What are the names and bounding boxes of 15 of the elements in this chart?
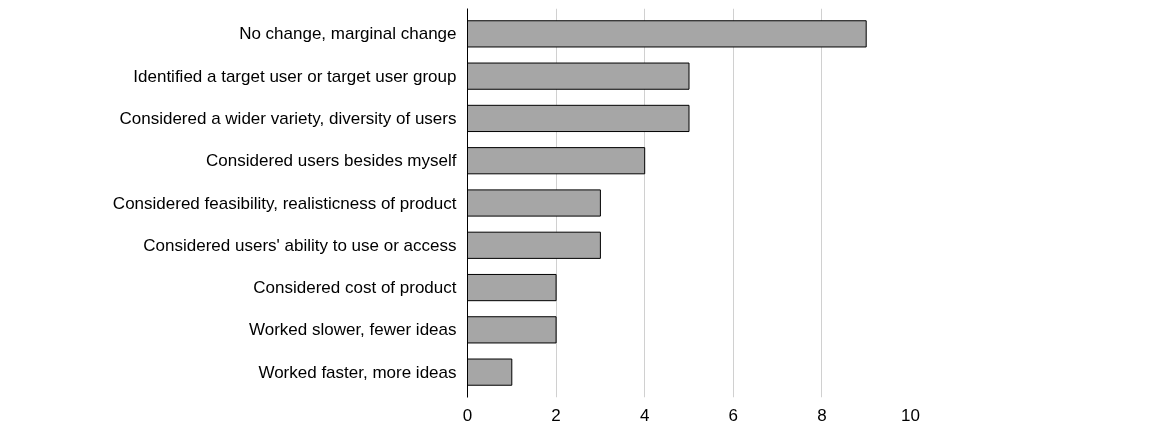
x-tick-label: 4 xyxy=(639,405,650,425)
y-tick-label: Identified a target user or target user group xyxy=(133,66,457,86)
x-tick-label: 6 xyxy=(728,405,739,425)
x-tick-label: 8 xyxy=(817,405,827,425)
y-tick-label: Worked slower, fewer ideas xyxy=(248,320,457,340)
y-tick-label: Considered cost of product xyxy=(253,278,457,298)
x-tick-label: 2 xyxy=(551,405,561,425)
y-tick-label: Considered users besides myself xyxy=(206,151,457,171)
y-tick-label: No change, marginal change xyxy=(239,24,457,44)
y-tick-label: Considered a wider variety, diversity of users xyxy=(119,108,457,128)
y-tick-label: Considered feasibility, realisticness of product xyxy=(112,193,457,213)
x-tick-label: 0 xyxy=(462,405,473,425)
x-tick-label: 10 xyxy=(901,405,920,425)
y-tick-label: Worked faster, more ideas xyxy=(258,362,457,382)
y-tick-label: Considered users' ability to use or access xyxy=(143,235,457,255)
